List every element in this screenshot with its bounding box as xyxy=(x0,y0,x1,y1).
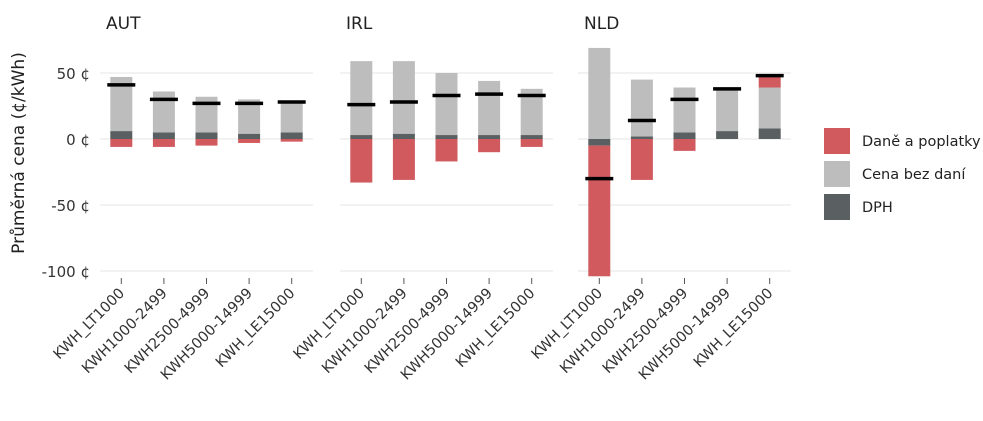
bar-vat xyxy=(152,132,175,139)
bar-price xyxy=(673,87,696,133)
bar-price xyxy=(280,102,303,133)
x-tick-label: KWH_LT1000 xyxy=(51,286,128,363)
legend-swatch-taxes xyxy=(824,128,850,154)
bar-price xyxy=(758,87,781,129)
bar-vat xyxy=(110,131,133,139)
bar-vat xyxy=(435,135,458,139)
legend-swatch-price xyxy=(824,161,850,187)
bar-taxes xyxy=(110,139,133,147)
y-axis-ticks: -100 ¢ -50 ¢ 0 ¢ 50 ¢ xyxy=(42,65,90,281)
bar-taxes xyxy=(195,139,218,146)
bar-taxes xyxy=(478,139,501,153)
bar-vat xyxy=(478,135,501,139)
x-tick-label: KWH_LT1000 xyxy=(529,286,606,363)
legend-swatch-vat xyxy=(824,194,850,220)
panel-irl: IRLKWH_LT1000KWH1000-2499KWH2500-4999KWH… xyxy=(291,14,553,383)
facet-panels: AUTKWH_LT1000KWH1000-2499KWH2500-4999KWH… xyxy=(51,14,791,383)
bar-vat xyxy=(673,132,696,139)
bar-vat xyxy=(520,135,543,139)
bar-taxes xyxy=(520,139,543,147)
bar-taxes xyxy=(238,139,261,143)
bar-taxes xyxy=(588,145,611,277)
bar-vat xyxy=(392,133,415,139)
panel-title: IRL xyxy=(346,14,373,34)
y-tick-label: 50 ¢ xyxy=(57,65,90,83)
bar-taxes xyxy=(152,139,175,147)
bar-vat xyxy=(630,136,653,139)
bar-price xyxy=(716,88,739,132)
y-tick-label: 0 ¢ xyxy=(66,131,90,149)
bar-price xyxy=(110,76,133,132)
y-tick-label: -50 ¢ xyxy=(51,197,90,215)
bar-vat xyxy=(716,131,739,139)
bar-price xyxy=(152,91,175,133)
bar-price xyxy=(238,99,261,134)
x-tick-label: KWH_LE15000 xyxy=(453,286,538,371)
bar-price xyxy=(195,96,218,133)
panel-nld: NLDKWH_LT1000KWH1000-2499KWH2500-4999KWH… xyxy=(529,14,791,383)
panel-title: NLD xyxy=(584,14,619,34)
bar-price xyxy=(630,79,653,137)
bar-taxes xyxy=(435,139,458,162)
y-axis-title-group: Průměrná cena (¢/kWh) xyxy=(9,52,29,254)
legend-label-taxes: Daně a poplatky xyxy=(862,134,981,150)
legend-label-price: Cena bez daní xyxy=(862,167,966,183)
bar-price xyxy=(478,80,501,136)
bar-taxes xyxy=(350,139,373,183)
bar-taxes xyxy=(392,139,415,180)
x-tick-label: KWH_LE15000 xyxy=(213,286,298,371)
bar-vat xyxy=(195,132,218,139)
y-tick-label: -100 ¢ xyxy=(42,263,90,281)
bar-vat xyxy=(350,135,373,139)
bar-price xyxy=(392,61,415,134)
bar-vat xyxy=(280,132,303,139)
bar-price xyxy=(588,47,611,139)
bar-vat xyxy=(238,133,261,139)
bar-taxes xyxy=(280,139,303,142)
bar-taxes xyxy=(630,139,653,180)
bar-price xyxy=(435,73,458,136)
bar-price xyxy=(350,61,373,136)
x-tick-label: KWH_LE15000 xyxy=(691,286,776,371)
bar-vat xyxy=(758,128,781,139)
x-tick-label: KWH_LT1000 xyxy=(291,286,368,363)
bar-vat xyxy=(588,139,611,146)
legend: Daně a poplatky Cena bez daní DPH xyxy=(824,128,981,220)
legend-label-vat: DPH xyxy=(862,200,893,216)
panel-aut: AUTKWH_LT1000KWH1000-2499KWH2500-4999KWH… xyxy=(51,14,313,383)
y-axis-title: Průměrná cena (¢/kWh) xyxy=(9,52,29,254)
bar-price xyxy=(520,88,543,136)
bar-taxes xyxy=(673,139,696,151)
panel-title: AUT xyxy=(106,14,141,34)
bar-taxes xyxy=(758,76,781,88)
